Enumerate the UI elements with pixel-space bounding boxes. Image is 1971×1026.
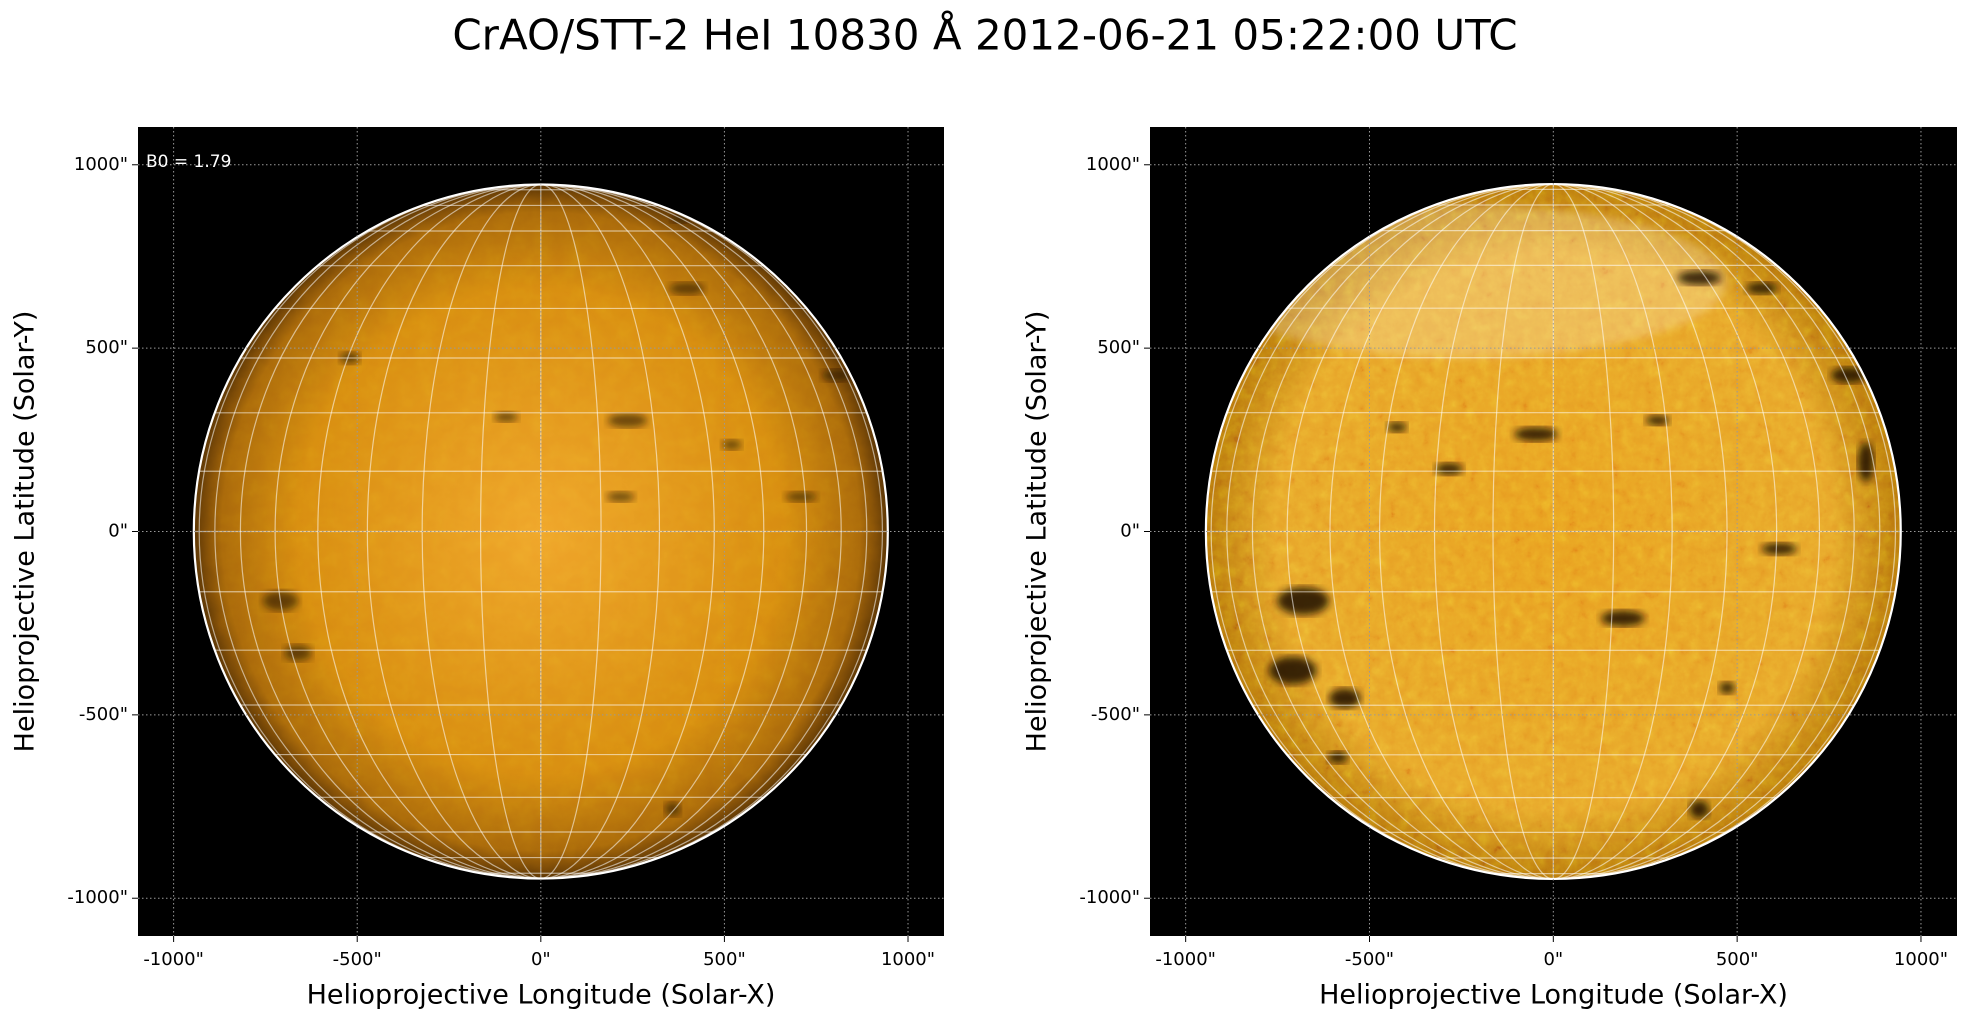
dark-filament <box>1277 586 1330 615</box>
y-tick-label: -1000" <box>67 887 128 908</box>
panel: -1000" -500" 0" 500" 1000" -1000" -500" 0" 500" 1… <box>10 127 944 1011</box>
dark-filament <box>1600 610 1645 627</box>
x-axis-label: Helioprojective Longitude (Solar-X) <box>1319 980 1788 1011</box>
x-tick-label: 500" <box>703 949 746 970</box>
dark-filament <box>607 413 648 428</box>
dark-filament <box>1745 282 1778 295</box>
dark-filament <box>1386 422 1407 433</box>
y-tick-label: 0" <box>108 521 128 542</box>
dark-filament <box>664 802 681 817</box>
y-tick-label: 0" <box>1120 521 1140 542</box>
dark-filament <box>721 439 742 450</box>
dark-filament <box>1858 442 1875 483</box>
dark-filament <box>1328 688 1361 709</box>
dark-filament <box>1435 462 1464 475</box>
x-tick-label: 0" <box>1543 949 1563 970</box>
y-axis-label: Helioprojective Latitude (Solar-Y) <box>10 311 41 753</box>
dark-filament <box>283 644 312 661</box>
panel: -1000" -500" 0" 500" 1000" -1000" -500" 0" 500" 1… <box>1022 127 1957 1011</box>
figure-title: CrAO/STT-2 HeI 10830 Å 2012-06-21 05:22:… <box>452 10 1517 60</box>
dark-filament <box>1645 415 1670 426</box>
x-tick-label: -1000" <box>1155 949 1216 970</box>
dark-filament <box>1761 542 1798 555</box>
dark-filament <box>1513 427 1558 442</box>
y-tick-label: 500" <box>1097 337 1140 358</box>
dark-filament <box>606 491 635 502</box>
y-tick-label: -1000" <box>1079 887 1140 908</box>
x-tick-label: 1000" <box>1894 949 1948 970</box>
x-tick-label: -500" <box>1345 949 1394 970</box>
dark-filament <box>785 491 818 502</box>
x-tick-label: 500" <box>1716 949 1759 970</box>
y-axis-label: Helioprojective Latitude (Solar-Y) <box>1022 311 1053 753</box>
dark-filament <box>821 369 850 382</box>
x-axis-label: Helioprojective Longitude (Solar-X) <box>307 980 776 1011</box>
x-tick-label: 1000" <box>881 949 935 970</box>
y-tick-label: 1000" <box>74 154 128 175</box>
dark-filament <box>1719 681 1736 694</box>
y-tick-label: 500" <box>85 337 128 358</box>
dark-filament <box>668 282 705 295</box>
dark-filament <box>1677 270 1722 285</box>
dark-filament <box>1689 800 1710 819</box>
x-tick-label: -1000" <box>143 949 204 970</box>
y-tick-label: -500" <box>79 704 128 725</box>
y-tick-label: 1000" <box>1086 154 1140 175</box>
x-tick-label: -500" <box>333 949 382 970</box>
dark-filament <box>494 411 519 422</box>
y-tick-label: -500" <box>1091 704 1140 725</box>
annotation: B0 = 1.79 <box>146 152 231 172</box>
x-tick-label: 0" <box>531 949 551 970</box>
dark-filament <box>1327 751 1348 764</box>
dark-filament <box>1830 367 1867 384</box>
